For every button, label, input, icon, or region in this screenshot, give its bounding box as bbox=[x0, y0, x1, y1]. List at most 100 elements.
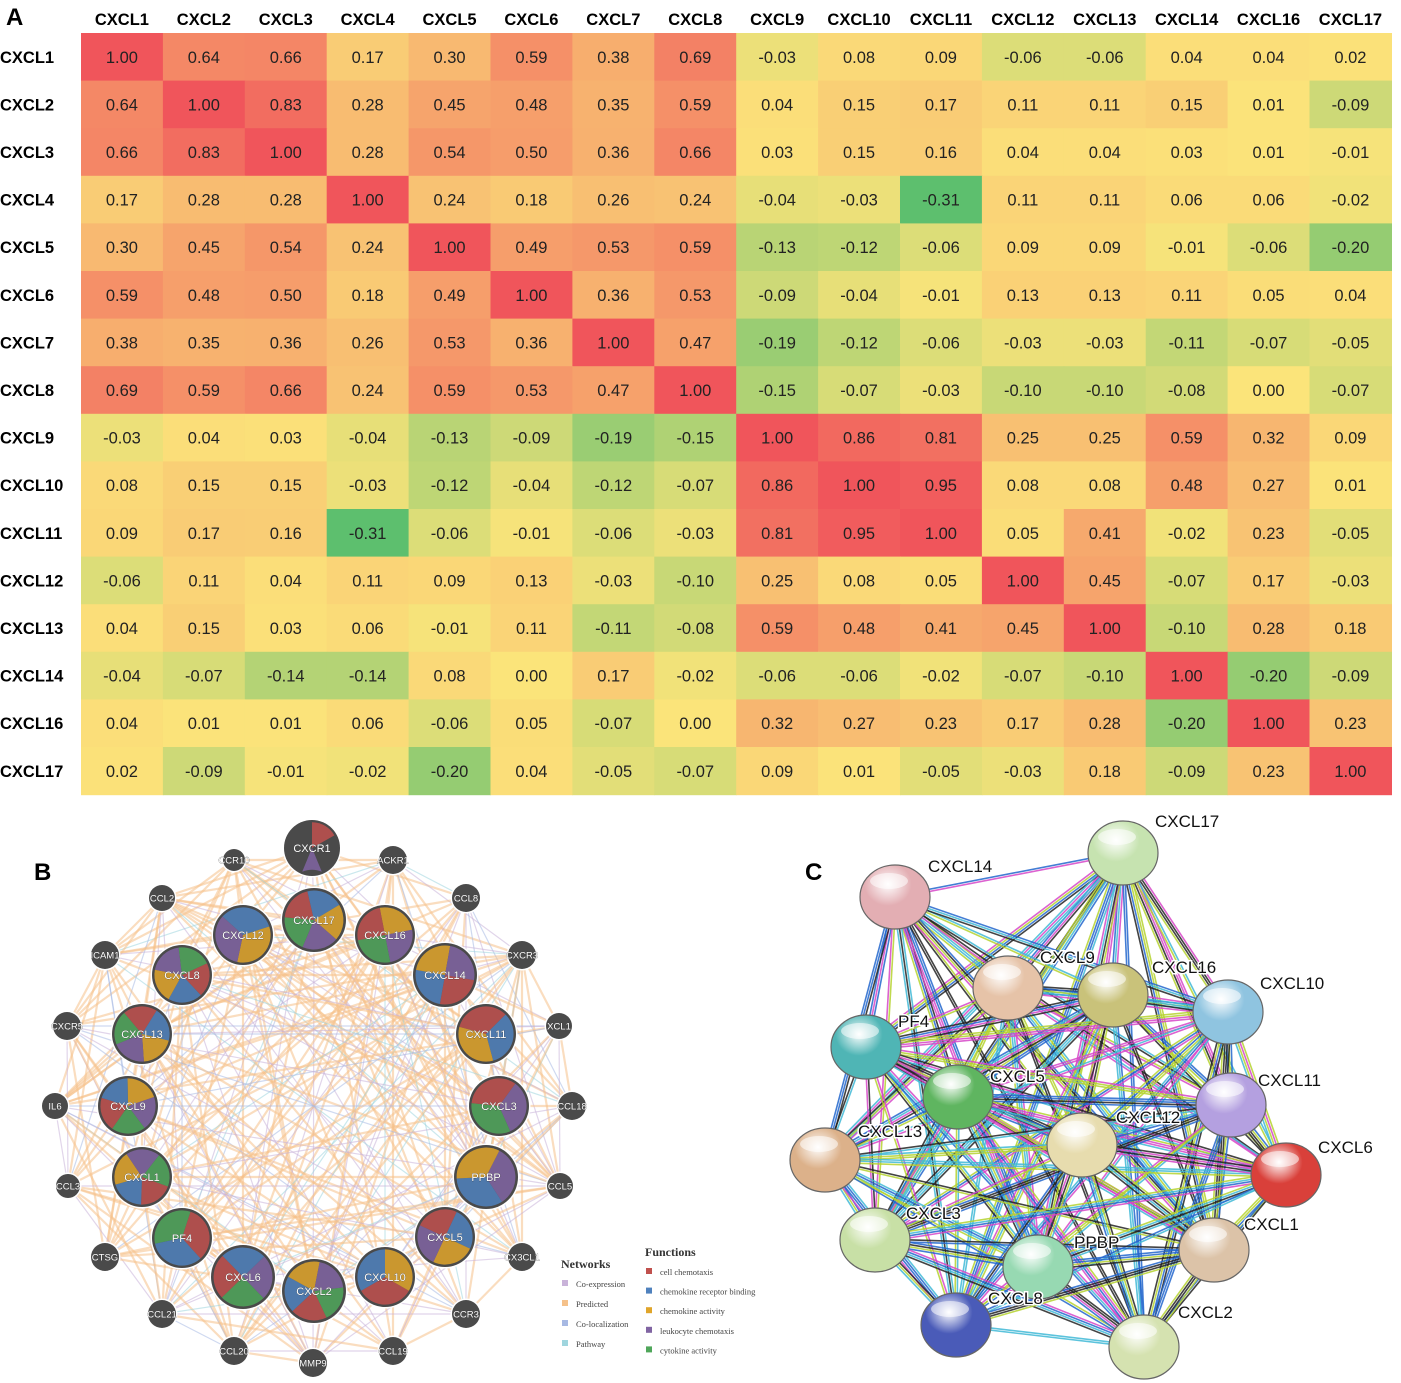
edge bbox=[127, 1105, 394, 1352]
node-label: CXCR3 bbox=[506, 951, 538, 962]
node-highlight bbox=[850, 1216, 888, 1232]
cell-value: 0.54 bbox=[270, 239, 302, 257]
cell-value: -0.10 bbox=[676, 572, 714, 590]
edge bbox=[233, 1033, 487, 1352]
heatmap-cell bbox=[818, 699, 901, 748]
heatmap-cell bbox=[81, 33, 164, 82]
heatmap-cell bbox=[490, 747, 573, 796]
cell-value: 0.08 bbox=[433, 668, 465, 686]
cell-value: -0.09 bbox=[1332, 668, 1370, 686]
edge bbox=[161, 896, 386, 937]
heatmap-cell bbox=[1063, 128, 1147, 177]
node-cxcl13: CXCL13 bbox=[789, 1121, 924, 1193]
function-slice bbox=[357, 907, 385, 941]
cell-value: 0.27 bbox=[843, 715, 875, 733]
node-cxcl8: CXCL8 bbox=[150, 943, 214, 1007]
cell-value: 1.00 bbox=[925, 525, 957, 543]
edge bbox=[866, 1046, 958, 1325]
heatmap-cell bbox=[1145, 413, 1229, 462]
column-label: CXCL17 bbox=[1319, 11, 1382, 29]
cell-value: -0.07 bbox=[840, 382, 878, 400]
cell-value: -0.20 bbox=[1168, 715, 1206, 733]
edge bbox=[66, 847, 313, 1027]
legend-network-label: Predicted bbox=[576, 1299, 609, 1309]
edge bbox=[952, 993, 1111, 1324]
cell-value: 0.11 bbox=[188, 572, 219, 590]
heatmap-cell bbox=[490, 318, 573, 367]
cell-value: -0.06 bbox=[922, 334, 960, 352]
heatmap-cell bbox=[81, 747, 164, 796]
edge bbox=[67, 1185, 235, 1352]
node-label: PF4 bbox=[898, 1012, 929, 1031]
heatmap-cell bbox=[572, 33, 655, 82]
edge bbox=[874, 1011, 1229, 1241]
heatmap-cell bbox=[1309, 461, 1392, 510]
cell-value: 0.50 bbox=[270, 287, 302, 305]
heatmap-cell bbox=[81, 318, 164, 367]
heatmap-cell bbox=[572, 699, 655, 748]
cell-value: 0.32 bbox=[761, 715, 793, 733]
heatmap-cell bbox=[654, 33, 737, 82]
cell-value: -0.03 bbox=[922, 382, 960, 400]
heatmap-cell bbox=[81, 366, 164, 415]
node-cxcl9: CXCL9 bbox=[96, 1074, 160, 1138]
edge bbox=[866, 1012, 1229, 1049]
cell-value: 0.64 bbox=[188, 49, 220, 67]
node-cxcl12: CXCL12 bbox=[1046, 1107, 1182, 1178]
heatmap-cell bbox=[1227, 461, 1311, 510]
column-label: CXCL13 bbox=[1073, 11, 1136, 29]
node-label: CXCL2 bbox=[1178, 1303, 1233, 1322]
heatmap-cell bbox=[736, 33, 819, 82]
cell-value: -0.31 bbox=[349, 525, 387, 543]
function-slice bbox=[215, 916, 243, 962]
heatmap-cell bbox=[1145, 366, 1229, 415]
edge bbox=[863, 1049, 1213, 1254]
node-cxcl17: CXCL17 bbox=[280, 886, 348, 954]
node-pf4: PF4 bbox=[830, 1011, 931, 1080]
node-cxcr1: CXCR1 bbox=[282, 818, 342, 878]
node-highlight bbox=[1098, 829, 1136, 845]
heatmap-cell bbox=[81, 175, 164, 224]
cell-value: 0.01 bbox=[1252, 96, 1284, 114]
cell-value: 0.23 bbox=[925, 715, 957, 733]
cell-value: -0.01 bbox=[1332, 144, 1370, 162]
heatmap-cell bbox=[900, 604, 983, 653]
cell-value: 0.41 bbox=[925, 620, 957, 638]
heatmap-cell bbox=[1145, 461, 1229, 510]
cell-value: -0.03 bbox=[1086, 334, 1124, 352]
edge bbox=[875, 1107, 1233, 1244]
cell-value: -0.20 bbox=[431, 763, 469, 781]
edge bbox=[895, 894, 1229, 1011]
cell-value: -0.04 bbox=[840, 287, 878, 305]
edge bbox=[1119, 853, 1229, 1107]
node-highlight bbox=[870, 873, 908, 889]
cell-value: 0.83 bbox=[270, 96, 302, 114]
heatmap-cell bbox=[1227, 604, 1311, 653]
edge bbox=[873, 1009, 1228, 1239]
heatmap-cell bbox=[1145, 651, 1229, 700]
cell-value: -0.06 bbox=[840, 668, 878, 686]
cell-value: 0.16 bbox=[925, 144, 957, 162]
node-cxcl2: CXCL2 bbox=[1108, 1302, 1234, 1380]
column-label: CXCL7 bbox=[586, 11, 640, 29]
cell-value: 0.50 bbox=[515, 144, 547, 162]
cell-value: 0.47 bbox=[679, 334, 711, 352]
edge bbox=[54, 1105, 163, 1315]
heatmap-cell bbox=[736, 461, 819, 510]
edge bbox=[865, 1048, 1231, 1108]
heatmap-cell bbox=[1309, 699, 1392, 748]
node-cxcr3: CXCR3 bbox=[506, 939, 538, 971]
heatmap-cell bbox=[162, 461, 246, 510]
heatmap-cell bbox=[900, 271, 983, 320]
edge bbox=[865, 1046, 1039, 1268]
heatmap-cell bbox=[408, 80, 492, 129]
heatmap-cell bbox=[1063, 699, 1147, 748]
row-label: CXCL17 bbox=[0, 763, 63, 781]
node-ccl21: CCL21 bbox=[146, 1298, 178, 1330]
heatmap-cell bbox=[162, 699, 246, 748]
edge bbox=[1142, 1011, 1228, 1347]
edge bbox=[954, 987, 1008, 1325]
heatmap-cell bbox=[900, 366, 983, 415]
heatmap-cell bbox=[818, 413, 901, 462]
node-highlight bbox=[933, 1073, 971, 1089]
